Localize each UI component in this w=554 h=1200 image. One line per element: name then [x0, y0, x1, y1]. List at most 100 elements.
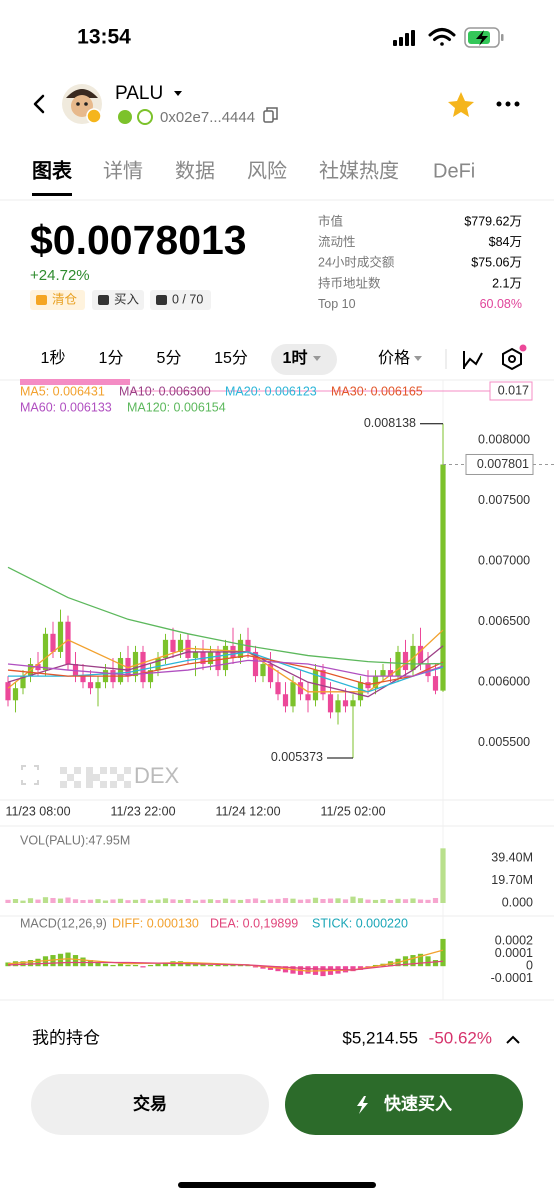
bar [170, 899, 176, 903]
settings-icon[interactable] [502, 347, 522, 371]
bar [372, 899, 379, 903]
candle-body [305, 694, 311, 701]
quick-buy-label: 快速买入 [384, 1093, 452, 1113]
candle-body [387, 670, 394, 677]
copy-icon[interactable] [263, 107, 278, 123]
expand-caret[interactable] [506, 1035, 520, 1044]
candle-body [57, 621, 64, 652]
interval-caret [313, 356, 321, 361]
bar [110, 964, 116, 967]
bar [95, 962, 101, 967]
indicator-icon[interactable] [463, 351, 483, 369]
tab[interactable]: DeFi [433, 160, 475, 182]
bar [327, 898, 334, 903]
tab[interactable]: 图表 [32, 158, 73, 182]
tab[interactable]: 风险 [247, 159, 287, 182]
candle-body [395, 651, 401, 677]
legend-entry: STICK: 0.000220 [312, 916, 408, 930]
badge-icon [137, 109, 153, 125]
bar [275, 898, 281, 903]
candle-body [155, 657, 161, 671]
back-button[interactable] [33, 94, 45, 114]
candle-body [320, 670, 326, 695]
candle-body [140, 651, 146, 683]
position-value: $5,214.55 [342, 1028, 418, 1047]
interval-option[interactable]: 1秒 [41, 349, 66, 367]
bar [312, 897, 319, 903]
bar [215, 900, 221, 903]
bar [125, 900, 131, 903]
bar [20, 900, 26, 903]
candle-body [215, 651, 221, 671]
quick-buy-button[interactable] [285, 1074, 523, 1135]
bar [387, 900, 394, 903]
bar [192, 963, 199, 967]
bar [42, 897, 49, 903]
candle-body [252, 651, 259, 677]
price-tag [465, 453, 534, 475]
interval-option[interactable]: 1分 [99, 349, 124, 367]
bar [305, 899, 311, 903]
y-tick-label: 0.007500 [478, 493, 530, 507]
bar [237, 964, 244, 967]
chip-icon [36, 295, 47, 305]
action-chip[interactable] [150, 290, 211, 310]
bar [417, 953, 424, 967]
bar [342, 899, 349, 903]
bar [132, 964, 139, 967]
tab[interactable]: 详情 [103, 159, 143, 182]
bar [222, 898, 229, 903]
bar [27, 898, 34, 903]
candle-body [275, 682, 281, 695]
favorite-star[interactable] [448, 92, 474, 117]
interval-option[interactable]: 1时 [283, 349, 308, 367]
stat-label: 市值 [318, 213, 343, 228]
tab-underline [32, 193, 72, 196]
bar [357, 898, 364, 903]
bar [147, 964, 154, 967]
candle-body [425, 664, 431, 677]
bar [245, 899, 251, 903]
interval-option[interactable]: 15分 [214, 349, 248, 367]
legend-entry: MA20: 0.006123 [225, 384, 317, 398]
candle-body [95, 682, 101, 689]
tab[interactable]: 社媒热度 [319, 159, 399, 182]
bar [207, 964, 214, 967]
bar [297, 899, 304, 903]
trade-button[interactable] [31, 1074, 269, 1135]
bar [417, 899, 424, 903]
badge-icon [118, 110, 132, 124]
price-tag-label: 0.007801 [477, 457, 529, 471]
tab[interactable]: 数据 [175, 159, 215, 182]
candle-body [42, 633, 49, 671]
bar [57, 898, 64, 903]
x-tick-label: 11/23 22:00 [110, 804, 175, 818]
candle-body [260, 664, 266, 677]
bar [207, 899, 214, 903]
interval-option[interactable]: 5分 [157, 349, 182, 367]
bar [290, 898, 296, 903]
chip-label: 0 / 70 [172, 292, 203, 306]
more-menu[interactable] [496, 101, 520, 107]
bar [260, 900, 266, 903]
high-label: 0.008138 [364, 416, 416, 430]
y-tick-label: 0.007000 [478, 554, 530, 568]
watermark-text: DEX [134, 763, 180, 788]
token-dropdown[interactable] [174, 91, 182, 96]
bar [252, 898, 259, 903]
candle-body [417, 645, 424, 665]
panel-title: MACD(12,26,9) [20, 916, 107, 930]
candle-body [282, 694, 289, 707]
bar [410, 898, 416, 903]
legend-entry: DIFF: 0.000130 [112, 916, 199, 930]
candle-body [440, 464, 446, 691]
bar [80, 900, 86, 903]
low-label: 0.005373 [271, 750, 323, 764]
price-toggle-caret [414, 356, 422, 361]
bar [140, 966, 146, 968]
legend-entry: MA5: 0.006431 [20, 384, 105, 398]
bar [410, 955, 416, 967]
price-toggle[interactable]: 价格 [378, 349, 410, 367]
stat-label: Top 10 [318, 297, 356, 311]
